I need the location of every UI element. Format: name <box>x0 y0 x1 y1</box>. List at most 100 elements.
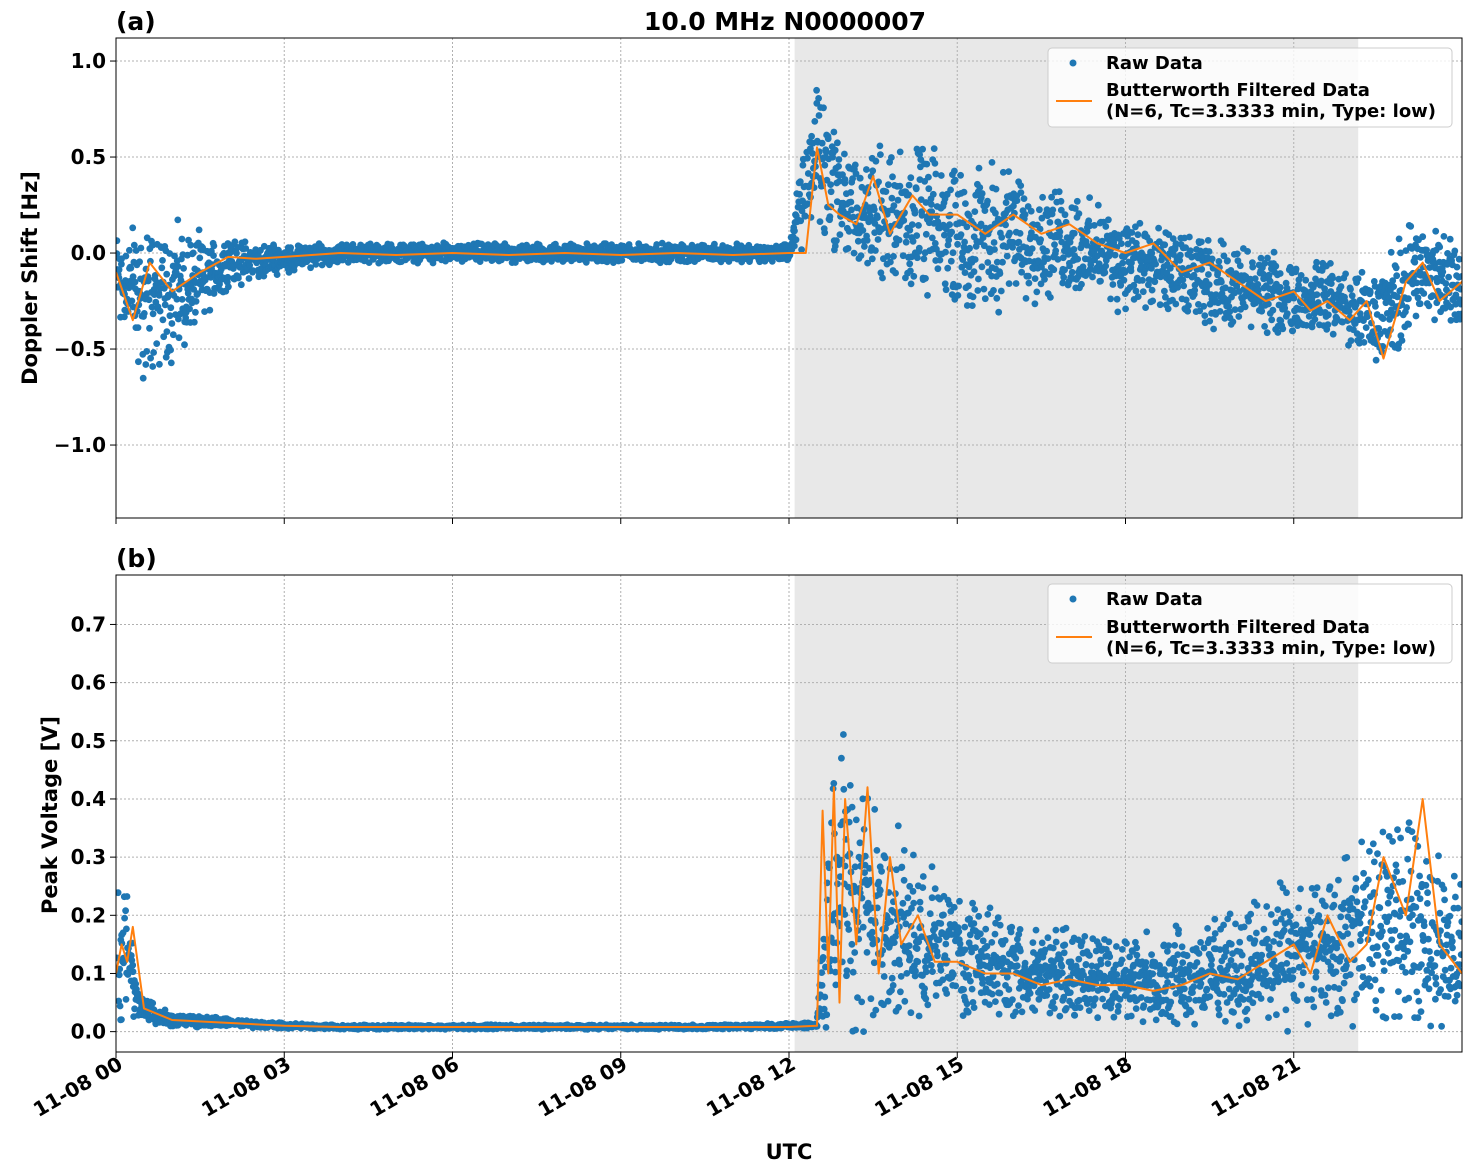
raw-data-point <box>1028 245 1036 253</box>
raw-data-point <box>791 242 798 250</box>
raw-data-point <box>833 939 841 947</box>
raw-data-point <box>618 256 626 264</box>
raw-data-point <box>922 275 929 282</box>
raw-data-point <box>151 272 159 279</box>
raw-data-point <box>156 360 163 368</box>
raw-data-point <box>196 254 204 262</box>
raw-data-point <box>857 252 865 259</box>
raw-data-point <box>1233 250 1241 258</box>
raw-data-point <box>834 880 841 888</box>
raw-data-point <box>241 238 249 246</box>
raw-data-point <box>1375 292 1382 300</box>
raw-data-point <box>920 255 928 263</box>
raw-data-point <box>1265 271 1273 279</box>
raw-data-point <box>832 981 840 989</box>
raw-data-point <box>1387 248 1395 256</box>
raw-data-point <box>129 273 137 281</box>
raw-data-point <box>915 222 922 229</box>
raw-data-point <box>169 331 177 339</box>
raw-data-point <box>980 285 988 293</box>
raw-data-point <box>1046 270 1053 278</box>
raw-data-point <box>146 324 153 332</box>
raw-data-point <box>1445 273 1452 281</box>
raw-data-point <box>1305 313 1313 320</box>
raw-data-point <box>1205 271 1212 278</box>
raw-data-point <box>1432 227 1440 235</box>
raw-data-point <box>1044 255 1052 262</box>
raw-data-point <box>909 237 917 245</box>
raw-data-point <box>1358 268 1366 276</box>
raw-data-point <box>149 310 157 318</box>
raw-data-point <box>1272 262 1280 270</box>
raw-data-point <box>178 296 186 303</box>
raw-data-point <box>872 247 879 254</box>
raw-data-point <box>206 306 214 314</box>
raw-data-point <box>1094 252 1101 260</box>
y-tick-label: −1.0 <box>54 433 106 457</box>
raw-data-point <box>249 267 257 274</box>
raw-data-point <box>809 150 816 157</box>
raw-data-point <box>971 208 979 216</box>
raw-data-point <box>999 258 1006 266</box>
raw-data-point <box>818 969 826 976</box>
raw-data-point <box>1059 254 1067 262</box>
raw-data-point <box>1182 296 1190 304</box>
raw-data-point <box>1412 312 1420 320</box>
raw-data-point <box>892 269 899 277</box>
raw-data-point <box>1324 321 1332 329</box>
raw-data-point <box>210 252 217 259</box>
raw-data-point <box>653 241 661 248</box>
x-axis-label: UTC <box>766 1140 813 1164</box>
raw-data-point <box>824 135 832 143</box>
raw-data-point <box>1057 206 1065 214</box>
raw-data-point <box>1025 279 1033 287</box>
raw-data-point <box>941 231 948 239</box>
raw-data-point <box>830 780 838 787</box>
raw-data-point <box>1066 262 1073 270</box>
raw-data-point <box>949 249 957 257</box>
raw-data-point <box>1161 241 1169 249</box>
raw-data-point <box>1142 304 1149 311</box>
raw-data-point <box>1313 291 1321 298</box>
raw-data-point <box>194 290 202 297</box>
raw-data-point <box>1140 253 1148 260</box>
y-tick-label: 0.0 <box>71 241 106 265</box>
raw-data-point <box>838 754 845 762</box>
raw-data-point <box>952 201 959 209</box>
raw-data-point <box>1420 290 1428 297</box>
raw-data-point <box>1002 221 1009 229</box>
raw-data-point <box>1017 182 1025 190</box>
raw-data-point <box>1402 247 1410 255</box>
raw-data-point <box>159 257 166 264</box>
raw-data-point <box>966 244 973 252</box>
raw-data-point <box>1214 269 1222 277</box>
raw-data-point <box>1118 240 1125 248</box>
raw-data-point <box>122 996 130 1003</box>
raw-data-point <box>864 259 871 267</box>
raw-data-point <box>815 112 823 119</box>
raw-data-point <box>1003 252 1011 260</box>
raw-data-point <box>167 359 175 367</box>
raw-data-point <box>1094 201 1102 209</box>
raw-data-point <box>1444 250 1451 257</box>
raw-data-point <box>1037 236 1044 244</box>
raw-data-point <box>1329 274 1337 282</box>
raw-data-point <box>1215 258 1223 265</box>
raw-data-point <box>1117 281 1125 289</box>
raw-data-point <box>273 271 281 278</box>
raw-data-point <box>1440 233 1448 240</box>
raw-data-point <box>1130 281 1138 289</box>
raw-data-point <box>913 232 921 240</box>
raw-data-point <box>972 242 980 250</box>
raw-data-point <box>1195 301 1202 308</box>
raw-data-point <box>1231 306 1239 313</box>
raw-data-point <box>1028 229 1035 237</box>
raw-data-point <box>246 261 254 269</box>
raw-data-point <box>1018 268 1025 276</box>
raw-data-point <box>826 213 834 221</box>
raw-data-point <box>178 235 186 243</box>
raw-data-point <box>1204 237 1212 244</box>
raw-data-point <box>210 242 218 250</box>
raw-data-point <box>902 238 910 246</box>
raw-data-point <box>1244 248 1251 255</box>
